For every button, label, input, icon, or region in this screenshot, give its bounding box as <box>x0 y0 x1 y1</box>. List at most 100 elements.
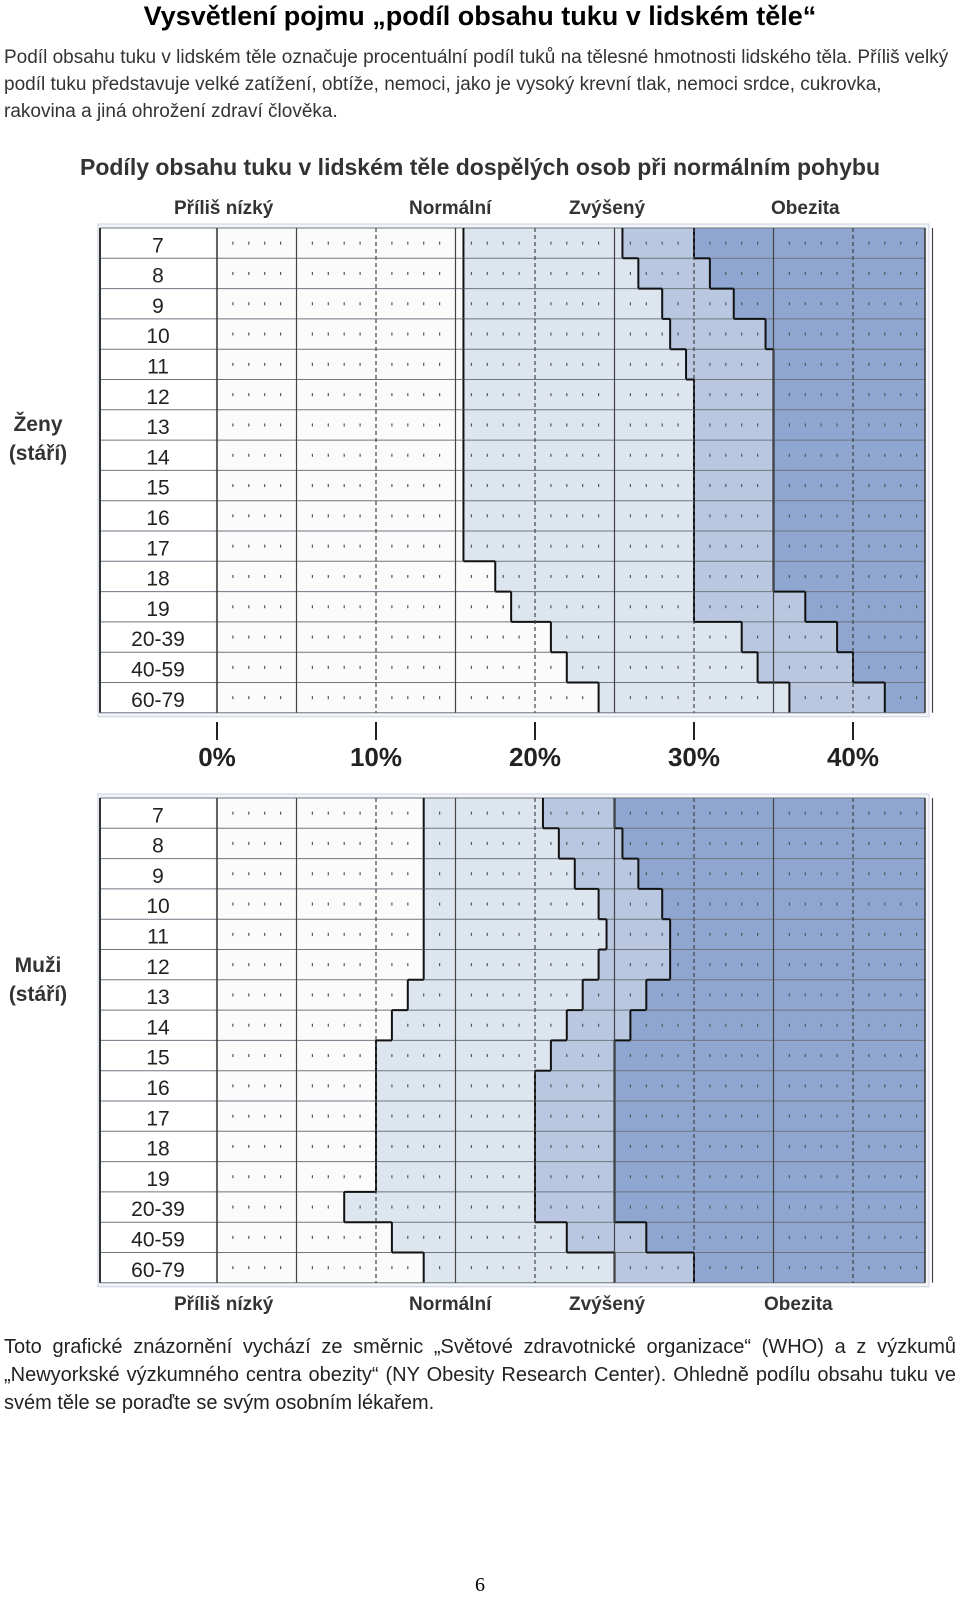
band-obesity <box>662 888 925 920</box>
band-obesity <box>884 682 925 713</box>
band-obesity <box>694 1252 925 1283</box>
band-elevated <box>574 858 639 889</box>
band-too-low <box>213 288 464 319</box>
band-too-low <box>213 531 464 562</box>
band-obesity <box>765 318 925 350</box>
band-normal <box>407 979 583 1011</box>
band-obesity <box>614 1161 925 1192</box>
band-elevated <box>662 288 734 319</box>
category-label-elevated-bottom: Zvýšený <box>569 1294 646 1315</box>
group-label-men: Muži (stáří) <box>8 954 68 1006</box>
band-too-low <box>213 228 464 259</box>
age-cell <box>100 591 213 622</box>
band-obesity <box>638 858 925 889</box>
age-cell <box>100 1252 213 1283</box>
band-normal <box>391 1010 567 1041</box>
band-normal <box>391 1222 567 1253</box>
chart-title: Podíly obsahu tuku v lidském těle dospěl… <box>79 154 880 180</box>
band-elevated <box>670 318 766 350</box>
band-elevated <box>694 591 806 622</box>
age-label: 60-79 <box>131 689 185 712</box>
band-elevated <box>694 409 774 441</box>
band-normal <box>463 500 694 531</box>
band-obesity <box>773 349 925 380</box>
band-elevated <box>622 228 694 259</box>
band-too-low <box>213 318 464 350</box>
band-too-low <box>213 682 599 713</box>
band-elevated <box>606 919 671 950</box>
band-too-low <box>213 349 464 380</box>
age-label: 11 <box>147 926 169 949</box>
age-cell <box>100 379 213 410</box>
band-obesity <box>733 288 925 319</box>
band-elevated <box>535 1101 615 1132</box>
age-label: 16 <box>146 1077 169 1100</box>
band-obesity <box>614 798 925 829</box>
band-normal <box>376 1040 551 1071</box>
band-elevated <box>694 531 774 562</box>
band-too-low <box>213 1131 376 1162</box>
band-elevated <box>598 949 671 980</box>
age-cell <box>100 349 213 380</box>
age-label: 15 <box>146 477 169 500</box>
band-elevated <box>542 798 615 829</box>
band-obesity <box>773 379 925 410</box>
band-obesity <box>614 1101 925 1132</box>
age-cell <box>100 682 213 713</box>
x-tick-label: 20% <box>509 742 561 772</box>
age-label: 9 <box>152 295 164 318</box>
age-cell <box>100 798 213 829</box>
band-obesity <box>773 531 925 562</box>
category-label-obesity: Obezita <box>771 198 840 219</box>
band-obesity <box>853 652 925 683</box>
age-label: 9 <box>152 865 164 888</box>
band-obesity <box>773 500 925 531</box>
age-label: 19 <box>146 598 169 621</box>
age-cell <box>100 1010 213 1041</box>
age-cell <box>100 652 213 683</box>
band-too-low <box>213 1161 376 1192</box>
x-tick-label: 40% <box>827 742 879 772</box>
band-obesity <box>773 470 925 501</box>
band-obesity <box>646 1222 925 1253</box>
band-normal <box>463 531 694 562</box>
band-too-low <box>213 1010 392 1041</box>
band-normal <box>463 440 694 471</box>
band-obesity <box>773 561 925 592</box>
category-label-too-low-bottom: Příliš nízký <box>174 1294 274 1315</box>
age-label: 7 <box>152 234 164 257</box>
age-cell <box>100 470 213 501</box>
band-normal <box>463 349 687 380</box>
category-label-normal-bottom: Normální <box>409 1294 492 1315</box>
band-obesity <box>837 621 925 653</box>
band-normal <box>423 828 559 859</box>
band-obesity <box>805 591 925 622</box>
age-cell <box>100 440 213 471</box>
band-normal <box>463 288 663 319</box>
band-too-low <box>213 500 464 531</box>
band-obesity <box>694 228 925 259</box>
category-label-elevated: Zvýšený <box>569 198 646 219</box>
age-cell <box>100 228 213 259</box>
age-label: 40-59 <box>131 1229 185 1252</box>
band-elevated <box>535 1191 615 1223</box>
intro-paragraph: Podíl obsahu tuku v lidském těle označuj… <box>4 47 949 122</box>
age-cell <box>100 258 213 289</box>
band-too-low <box>213 409 464 441</box>
age-cell <box>100 561 213 592</box>
x-tick-label: 30% <box>668 742 720 772</box>
age-cell <box>100 621 213 653</box>
age-label: 8 <box>152 265 164 288</box>
age-cell <box>100 531 213 562</box>
age-label: 8 <box>152 835 164 858</box>
band-too-low <box>213 591 512 622</box>
band-obesity <box>614 1040 925 1071</box>
age-label: 10 <box>146 325 169 348</box>
age-cell <box>100 318 213 350</box>
band-obesity <box>773 440 925 471</box>
page-number: 6 <box>475 1574 485 1596</box>
band-too-low <box>213 258 464 289</box>
age-label: 19 <box>146 1168 169 1191</box>
page-title: Vysvětlení pojmu „podíl obsahu tuku v li… <box>143 1 817 31</box>
age-label: 11 <box>147 356 169 379</box>
